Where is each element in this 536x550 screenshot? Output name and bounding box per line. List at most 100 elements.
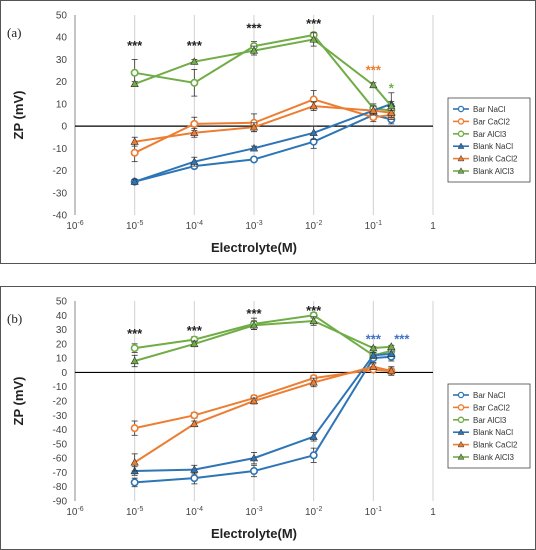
chart1-series-bar-alcl3-point: [130, 344, 139, 353]
chart0-legend-marker: [457, 130, 465, 138]
chart1-series-bar-nacl-point: [250, 467, 259, 476]
chart1-series-blank-alcl3-point: [130, 356, 139, 365]
chart1-y-tick-label: 30: [56, 325, 68, 336]
chart0-x-axis-title: Electrolyte(M): [211, 240, 297, 255]
chart0-series-bar-alcl3-line: [134, 33, 392, 112]
chart0-x-tick-label: 10-5: [126, 220, 143, 232]
chart1-series-blank-alcl3-point: [190, 339, 199, 347]
chart0-series-blank-alcl3-point: [387, 101, 396, 110]
chart0-series-blank-alcl3-point: [249, 46, 259, 54]
chart0-x-tick-label: 10-3: [245, 220, 262, 232]
chart1-y-tick-label: -80: [53, 482, 68, 493]
chart0-series-bar-nacl-point: [250, 155, 259, 164]
chart0-series-blank-alcl3-point: [369, 80, 378, 89]
chart1-significance-label: ***: [306, 303, 322, 318]
chart1-x-tick-label: 10-3: [245, 506, 262, 518]
chart0-series-bar-alcl3-point: [130, 68, 139, 77]
chart0-significance-label: ***: [127, 38, 143, 53]
chart1-series-blank-cacl2-point: [249, 396, 259, 405]
chart1-legend-label: Blank CaCl2: [473, 441, 518, 450]
chart1-x-tick-label: 10-1: [365, 506, 382, 518]
chart0-series-blank-cacl2-line: [134, 105, 392, 143]
chart0-legend-label: Blank CaCl2: [473, 155, 518, 164]
zp-chart-a: (a) 10-6 10-5 10-4 10-3 10-2 10-1 1 -40 -30 -20 -10…: [7, 11, 531, 255]
chart1-x-tick-label: 10-4: [186, 506, 203, 518]
chart1-series-bar-nacl-point: [190, 474, 199, 483]
chart0-series-blank-nacl-point: [309, 128, 318, 136]
chart0-series-blank-alcl3-point: [130, 79, 139, 87]
chart0-series-blank-nacl-point: [190, 157, 199, 165]
chart1-significance-label: ***: [187, 323, 203, 338]
chart1-legend-marker: [457, 428, 465, 435]
zp-chart-b: (b) 10-6 10-5 10-4 10-3 10-2 10-1 1 -90 -80 -70 -60…: [7, 297, 531, 541]
chart1-x-tick-label: 1: [430, 507, 436, 518]
chart0-y-tick-label: -10: [53, 144, 68, 155]
chart1-legend-marker: [457, 440, 465, 448]
chart0-y-tick-label: 50: [56, 11, 68, 22]
chart1-significance-label: ***: [394, 332, 410, 347]
chart0-legend-label: Bar NaCl: [473, 105, 506, 114]
chart0-series-bar-cacl2-point: [130, 148, 139, 157]
chart0-series-blank-cacl2-point: [249, 122, 259, 131]
chart0-legend-marker: [457, 154, 465, 162]
chart0-series-blank-alcl3-point: [190, 57, 199, 65]
chart1-series-blank-cacl2-point: [309, 378, 318, 386]
chart1-series-blank-alcl3-line: [134, 319, 392, 362]
chart1-y-tick-label: -50: [53, 439, 68, 450]
chart0-legend-label: Bar CaCl2: [473, 117, 510, 126]
chart0-series-blank-cacl2-point: [190, 128, 199, 136]
chart1-y-tick-label: -90: [53, 497, 68, 508]
chart1-legend-label: Bar AlCl3: [473, 416, 507, 425]
chart1-y-tick-label: -20: [53, 397, 68, 408]
chart0-y-tick-label: 10: [56, 99, 68, 110]
chart1-series-blank-nacl-point: [369, 350, 378, 359]
chart0-legend-marker: [457, 167, 465, 174]
chart1-series-blank-cacl2-point: [190, 419, 199, 427]
chart1-series-bar-cacl2-point: [130, 424, 139, 433]
chart0-series-blank-nacl-line: [134, 102, 392, 183]
chart0-series-blank-alcl3-point: [309, 35, 318, 43]
chart1-y-tick-label: -30: [53, 411, 68, 422]
chart0-legend-label: Blank NaCl: [473, 142, 513, 151]
chart0-significance-label: *: [389, 80, 395, 95]
chart1-series-blank-nacl-point: [387, 349, 396, 357]
chart1-y-tick-label: 40: [56, 311, 68, 322]
chart1-y-tick-label: -40: [53, 425, 68, 436]
chart1-series-bar-nacl-point: [309, 451, 318, 460]
chart0-y-axis-title: ZP (mV): [11, 91, 26, 140]
chart0-panel-label: (a): [7, 25, 21, 40]
chart1-legend-label: Bar CaCl2: [473, 403, 510, 412]
chart0-y-tick-label: 40: [56, 33, 68, 44]
chart0-x-tick-label: 10-1: [365, 220, 382, 232]
chart1-legend-marker: [457, 391, 465, 399]
chart1-legend-marker: [457, 416, 465, 424]
chart0-series-blank-cacl2-point: [130, 137, 139, 145]
chart1-x-tick-label: 10-2: [305, 506, 322, 518]
chart1-y-tick-label: -70: [53, 468, 68, 479]
chart1-significance-label: ***: [246, 306, 262, 321]
chart1-x-axis-title: Electrolyte(M): [211, 526, 297, 541]
chart0-series-blank-nacl-point: [249, 143, 259, 152]
chart1-legend-marker: [457, 404, 465, 411]
chart1-significance-label: ***: [366, 332, 382, 347]
chart1-panel-label: (b): [7, 311, 22, 326]
chart1-series-blank-nacl-point: [249, 453, 259, 462]
chart0-series-blank-nacl-point: [130, 177, 139, 185]
chart0-series-blank-cacl2-point: [369, 106, 378, 114]
chart1-y-tick-label: -60: [53, 454, 68, 465]
chart0-y-tick-label: 0: [61, 122, 67, 133]
chart1-legend-marker: [457, 453, 465, 460]
chart0-legend-marker: [457, 118, 465, 125]
chart0-significance-label: ***: [246, 20, 262, 35]
chart0-y-tick-label: 20: [56, 77, 68, 88]
chart0-significance-label: ***: [366, 63, 382, 78]
chart1-series-blank-cacl2-point: [130, 458, 139, 466]
chart0-y-tick-label: -40: [53, 211, 68, 222]
chart1-y-tick-label: 10: [56, 354, 68, 365]
chart-panel-b: (b) 10-6 10-5 10-4 10-3 10-2 10-1 1 -90 -80 -70 -60…: [0, 286, 536, 550]
chart0-x-tick-label: 10-4: [186, 220, 203, 232]
chart1-y-tick-label: 20: [56, 339, 68, 350]
chart0-legend-marker: [457, 142, 465, 149]
chart1-significance-label: ***: [127, 326, 143, 341]
chart0-x-tick-label: 1: [430, 221, 436, 232]
